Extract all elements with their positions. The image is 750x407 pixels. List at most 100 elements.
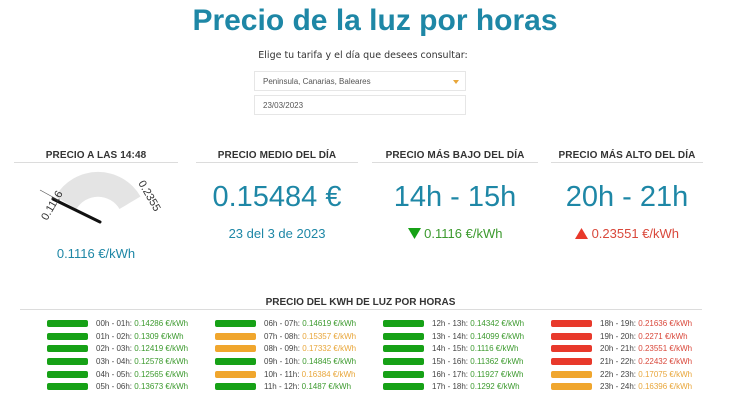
hourly-entry: 02h - 03h: 0.12419 €/kWh xyxy=(96,343,188,355)
hour-price: 0.14286 €/kWh xyxy=(134,319,189,328)
price-level-bar xyxy=(215,345,256,353)
highest-price-heading: PRECIO MÁS ALTO DEL DÍA xyxy=(558,150,696,161)
price-level-bar xyxy=(551,370,592,378)
current-price-value: 0.1116 €/kWh xyxy=(56,246,136,261)
price-level-bar xyxy=(551,383,592,391)
lowest-price-range: 14h - 15h xyxy=(393,181,517,213)
hour-range: 17h - 18h: xyxy=(432,382,469,392)
average-price-value: 0.15484 € xyxy=(212,181,342,213)
hourly-entry: 18h - 19h: 0.21636 €/kWh xyxy=(600,318,692,330)
tariff-select[interactable]: Peninsula, Canarias, Baleares xyxy=(254,71,466,91)
hour-range: 10h - 11h: xyxy=(264,369,300,379)
price-level-bar xyxy=(383,358,424,366)
divider xyxy=(551,162,703,163)
chevron-down-icon[interactable] xyxy=(453,80,459,84)
price-level-bar xyxy=(215,358,256,366)
hour-price: 0.1116 €/kWh xyxy=(470,344,519,354)
hour-price: 0.16396 €/kWh xyxy=(638,382,693,392)
hour-price: 0.11362 €/kWh xyxy=(470,357,524,367)
hour-range: 23h - 24h: xyxy=(600,382,637,392)
price-level-bar xyxy=(551,332,592,340)
hour-range: 08h - 09h: xyxy=(264,344,301,354)
price-gauge: 0.1116 0.2355 xyxy=(39,171,163,224)
divider xyxy=(196,162,358,163)
hour-price: 0.1487 €/kWh xyxy=(301,382,352,392)
current-price-heading: PRECIO A LAS 14:48 xyxy=(45,150,147,161)
lowest-price-heading: PRECIO MÁS BAJO DEL DÍA xyxy=(385,150,525,161)
hour-price: 0.11927 €/kWh xyxy=(470,369,524,379)
hourly-entry: 01h - 02h: 0.1309 €/kWh xyxy=(96,331,184,343)
average-price-date: 23 del 3 de 2023 xyxy=(228,226,326,241)
hour-range: 13h - 14h: xyxy=(432,331,469,341)
hour-price: 0.13673 €/kWh xyxy=(134,382,189,392)
hour-range: 19h - 20h: xyxy=(600,331,637,341)
price-level-bar xyxy=(215,383,256,391)
form-instructions: Elige tu tarifa y el día que desees cons… xyxy=(258,50,468,61)
average-price-heading: PRECIO MEDIO DEL DÍA xyxy=(217,150,337,161)
gauge-min-label: 0.1116 xyxy=(39,189,65,223)
hour-price: 0.1292 €/kWh xyxy=(470,382,520,392)
hour-range: 11h - 12h: xyxy=(264,382,300,392)
price-level-bar xyxy=(215,320,256,327)
price-level-bar xyxy=(215,332,256,340)
hour-range: 09h - 10h: xyxy=(264,357,301,367)
gauge-arc xyxy=(55,171,141,209)
hour-range: 15h - 16h: xyxy=(432,357,469,367)
hourly-entry: 22h - 23h: 0.17075 €/kWh xyxy=(600,369,692,381)
triangle-down-icon xyxy=(407,228,421,239)
hourly-entry: 21h - 22h: 0.22432 €/kWh xyxy=(600,356,692,368)
hourly-entry: 20h - 21h: 0.23551 €/kWh xyxy=(600,343,692,355)
hourly-entry: 12h - 13h: 0.14342 €/kWh xyxy=(432,318,524,330)
hour-range: 00h - 01h: xyxy=(96,319,133,328)
price-level-bar xyxy=(47,320,88,327)
hourly-entry: 23h - 24h: 0.16396 €/kWh xyxy=(600,381,692,393)
hourly-entry: 06h - 07h: 0.14619 €/kWh xyxy=(264,318,356,330)
divider xyxy=(14,162,178,163)
price-level-bar xyxy=(47,370,88,378)
divider xyxy=(20,309,702,310)
highest-price-value: 0.23551 €/kWh xyxy=(591,226,680,241)
price-level-bar xyxy=(383,370,424,378)
hour-price: 0.12565 €/kWh xyxy=(134,369,189,379)
hour-range: 02h - 03h: xyxy=(96,344,133,354)
hour-price: 0.14845 €/kWh xyxy=(302,357,357,367)
hour-price: 0.1309 €/kWh xyxy=(134,331,184,341)
hourly-entry: 14h - 15h: 0.1116 €/kWh xyxy=(432,343,518,355)
date-input[interactable]: 23/03/2023 xyxy=(254,95,466,115)
hourly-entry: 03h - 04h: 0.12578 €/kWh xyxy=(96,356,188,368)
price-level-bar xyxy=(47,345,88,353)
price-level-bar xyxy=(47,383,88,391)
hour-range: 01h - 02h: xyxy=(96,331,133,341)
triangle-up-icon xyxy=(574,228,588,239)
hour-price: 0.12419 €/kWh xyxy=(134,344,189,354)
hourly-entry: 04h - 05h: 0.12565 €/kWh xyxy=(96,369,188,381)
tariff-select-value: Peninsula, Canarias, Baleares xyxy=(263,77,371,86)
price-level-bar xyxy=(47,358,88,366)
hourly-entry: 16h - 17h: 0.11927 €/kWh xyxy=(432,369,523,381)
hourly-entry: 09h - 10h: 0.14845 €/kWh xyxy=(264,356,356,368)
price-level-bar xyxy=(551,345,592,353)
hour-range: 20h - 21h: xyxy=(600,344,637,354)
hourly-entry: 15h - 16h: 0.11362 €/kWh xyxy=(432,356,523,368)
hourly-entry: 13h - 14h: 0.14099 €/kWh xyxy=(432,331,524,343)
hour-range: 04h - 05h: xyxy=(96,369,133,379)
hour-range: 05h - 06h: xyxy=(96,382,133,392)
hour-range: 07h - 08h: xyxy=(264,331,301,341)
hour-price: 0.14342 €/kWh xyxy=(470,319,525,328)
hour-price: 0.15357 €/kWh xyxy=(302,331,357,341)
date-input-value: 23/03/2023 xyxy=(263,101,304,110)
hour-range: 12h - 13h: xyxy=(432,319,469,328)
price-level-bar xyxy=(383,383,424,391)
price-level-bar xyxy=(383,320,424,327)
hour-range: 18h - 19h: xyxy=(600,319,637,328)
hour-price: 0.23551 €/kWh xyxy=(638,344,693,354)
hour-range: 14h - 15h: xyxy=(432,344,469,354)
divider xyxy=(372,162,538,163)
page-title: Precio de la luz por horas xyxy=(192,4,558,37)
highest-price-line: 0.23551 €/kWh xyxy=(537,226,717,241)
hourly-entry: 17h - 18h: 0.1292 €/kWh xyxy=(432,381,520,393)
gauge-needle xyxy=(51,197,102,224)
hour-price: 0.14619 €/kWh xyxy=(302,319,357,328)
hourly-entry: 08h - 09h: 0.17332 €/kWh xyxy=(264,343,356,355)
hourly-entry: 07h - 08h: 0.15357 €/kWh xyxy=(264,331,356,343)
